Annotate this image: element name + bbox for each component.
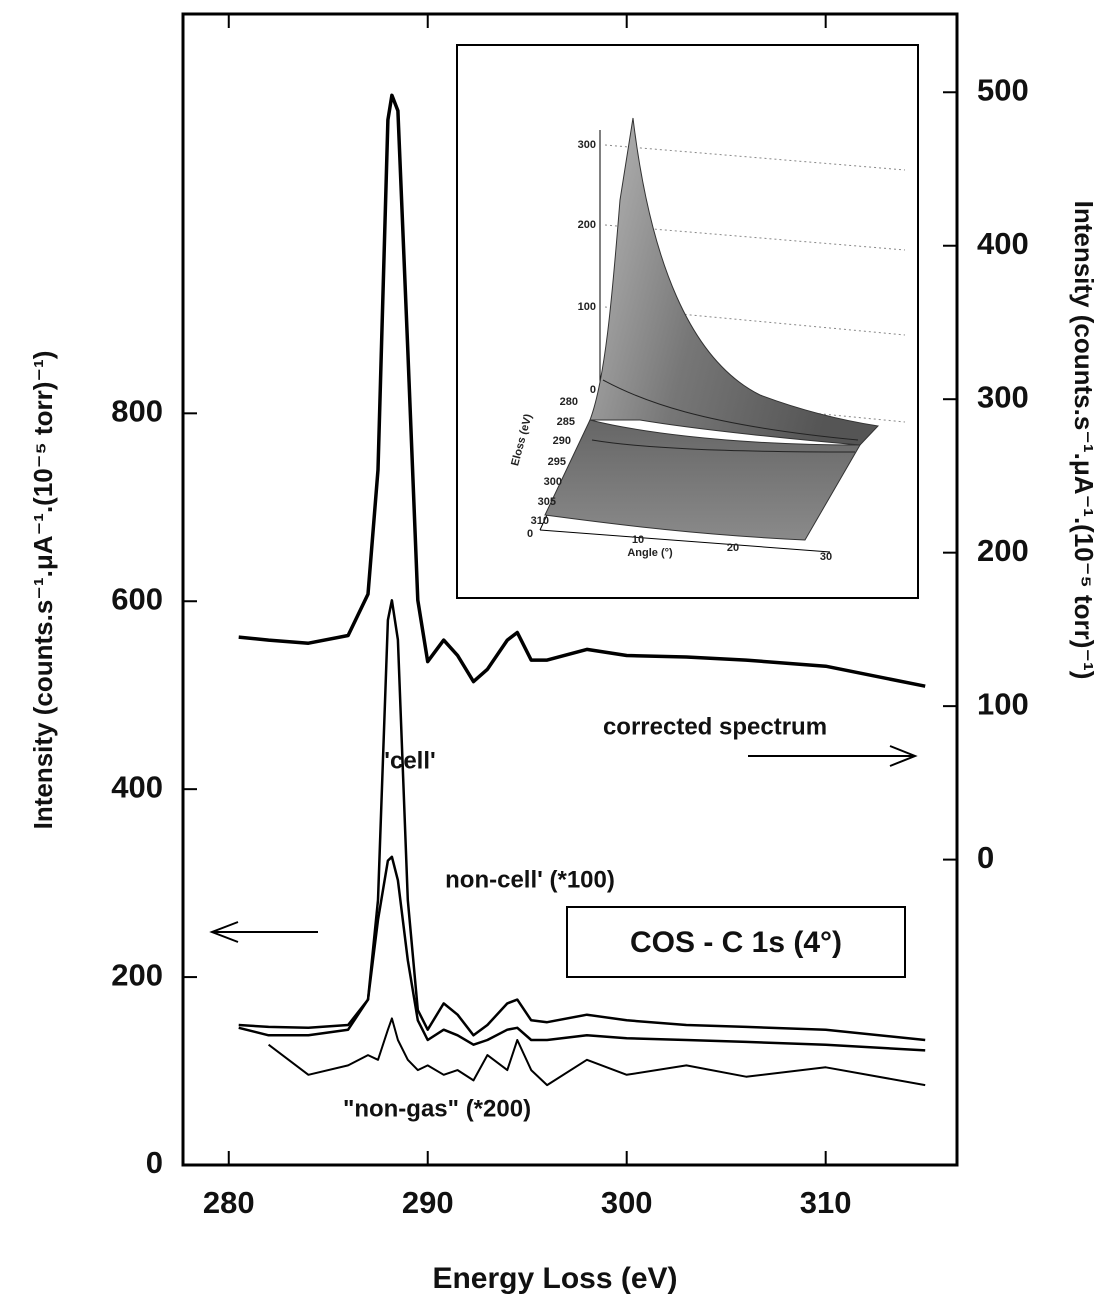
series-line	[267, 1017, 926, 1087]
y2-tick-label: 200	[977, 533, 1029, 568]
y-tick-label: 400	[111, 769, 163, 804]
y2-tick-label: 0	[977, 840, 994, 875]
series-label: 'cell'	[384, 747, 435, 774]
y2-axis-label: Intensity (counts.s⁻¹.μA⁻¹.(10⁻⁵ torr)⁻¹…	[1069, 201, 1099, 680]
y2-tick-label: 300	[977, 379, 1029, 414]
inset-angle-label: Angle (°)	[627, 547, 673, 559]
inset-angle-tick: 10	[632, 534, 644, 546]
y-tick-label: 800	[111, 394, 163, 429]
inset-energy-tick: 295	[548, 456, 566, 468]
inset-z-tick: 300	[578, 139, 596, 151]
annotation: COS - C 1s (4°)	[630, 926, 842, 959]
inset-surface	[544, 419, 861, 541]
inset-surface	[589, 117, 880, 446]
annotation-box	[566, 906, 906, 978]
y-tick-label: 600	[111, 581, 163, 616]
inset-energy-tick: 285	[557, 416, 575, 428]
series-label: "non-gas" (*200)	[343, 1095, 531, 1122]
inset-energy-tick: 305	[538, 496, 556, 508]
series-label: non-cell' (*100)	[445, 866, 615, 893]
series-line	[238, 93, 926, 688]
inset-energy-tick: 300	[544, 476, 562, 488]
x-axis-label: Energy Loss (eV)	[432, 1262, 677, 1295]
inset-energy-tick: 280	[560, 396, 578, 408]
plot-frame	[181, 12, 959, 1167]
y-tick-label: 0	[146, 1145, 163, 1180]
y-axis-label: Intensity (counts.s⁻¹.μA⁻¹.(10⁻⁵ torr)⁻¹…	[28, 351, 58, 830]
x-tick-label: 290	[402, 1185, 454, 1220]
x-tick-label: 280	[203, 1185, 255, 1220]
y-tick-label: 200	[111, 957, 163, 992]
inset-z-tick: 200	[578, 219, 596, 231]
series-label: corrected spectrum	[603, 713, 827, 740]
x-tick-label: 310	[800, 1185, 852, 1220]
inset-axis	[539, 529, 831, 553]
x-tick-label: 300	[601, 1185, 653, 1220]
inset-angle-tick: 30	[820, 551, 832, 563]
inset-energy-tick: 290	[553, 435, 571, 447]
inset-angle-tick: 0	[527, 528, 533, 540]
arrows	[209, 745, 918, 943]
inset-curve	[602, 379, 859, 441]
y2-tick-label: 500	[977, 72, 1029, 107]
inset-curve	[591, 439, 856, 453]
y2-tick-label: 100	[977, 686, 1029, 721]
inset-energy-tick: 310	[531, 515, 549, 527]
y2-tick-label: 400	[977, 226, 1029, 261]
inset-z-tick: 100	[578, 301, 596, 313]
inset-angle-tick: 20	[727, 542, 739, 554]
inset-z-tick: 0	[590, 384, 596, 396]
series-line	[238, 855, 926, 1052]
